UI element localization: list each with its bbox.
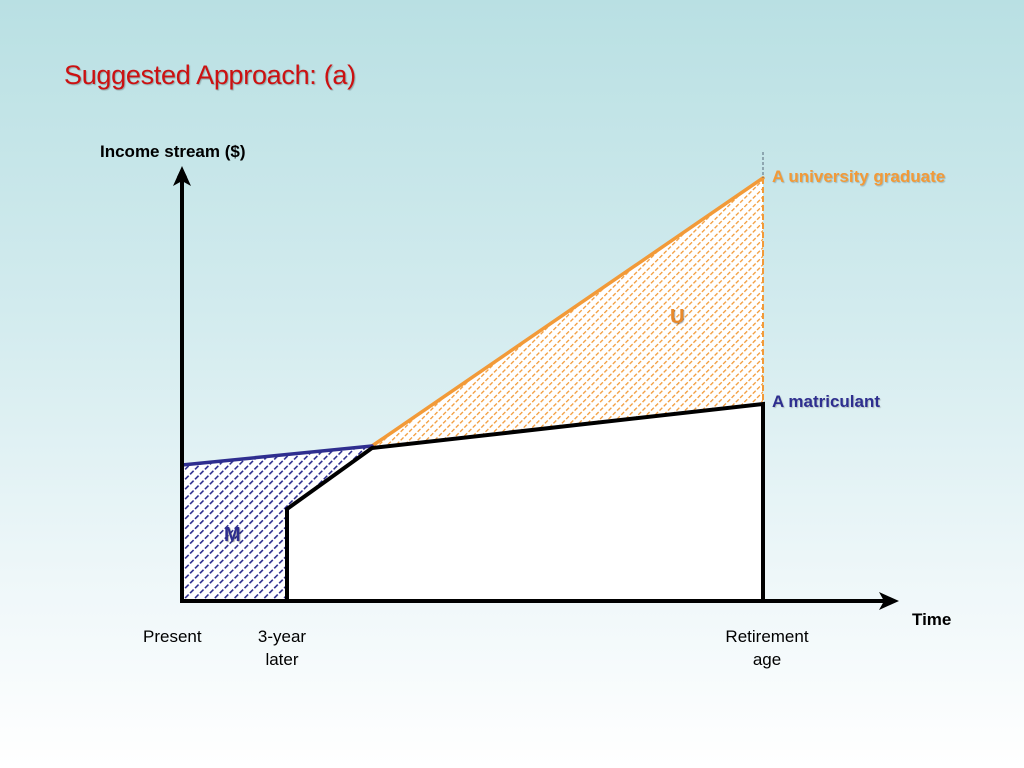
region-m xyxy=(182,446,372,600)
y-axis-arrowhead xyxy=(173,166,191,186)
x-axis-label: Time xyxy=(912,610,952,629)
graduate-path-outline xyxy=(285,401,765,600)
region-u-label: U xyxy=(670,306,685,328)
x-axis-arrowhead xyxy=(879,592,899,610)
tick-label-present: Present xyxy=(143,627,202,646)
slide-title: Suggested Approach: (a) xyxy=(64,60,356,90)
matriculant-series-label: A matriculant xyxy=(772,392,881,411)
matriculant-income-line xyxy=(180,444,374,467)
graduate-series-label: A university graduate xyxy=(772,167,946,186)
matriculant-income-area xyxy=(287,404,763,600)
region-m-label: M xyxy=(224,524,241,546)
tick-label-retirement: Retirement age xyxy=(725,627,809,669)
tick-label-three-year: 3-year later xyxy=(257,627,307,669)
graduate-income-line xyxy=(370,176,765,448)
y-axis-label: Income stream ($) xyxy=(100,142,246,161)
